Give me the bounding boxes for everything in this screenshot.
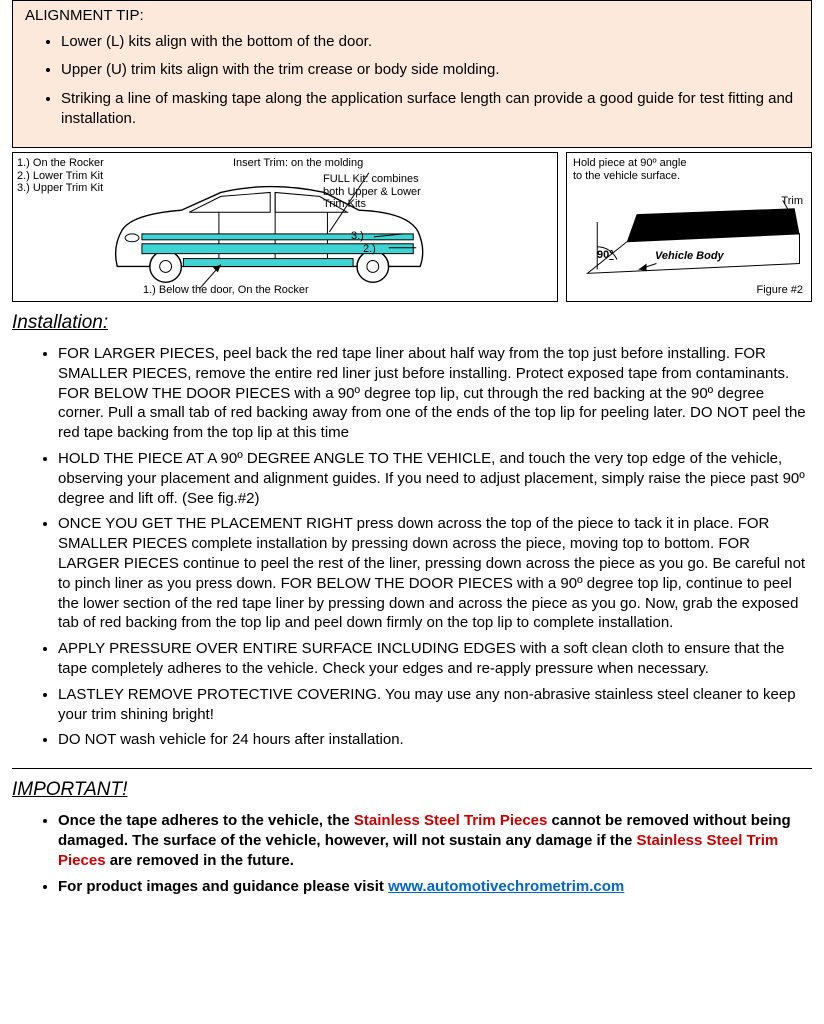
fig2-text2: to the vehicle surface.	[573, 170, 680, 183]
important-text: are removed in the future.	[106, 852, 294, 869]
fig1-legend-line: 1.) On the Rocker	[17, 157, 104, 170]
alignment-tip-box: ALIGNMENT TIP: Lower (L) kits align with…	[12, 0, 812, 148]
tip-item: Upper (U) trim kits align with the trim …	[61, 60, 799, 80]
install-item: HOLD THE PIECE AT A 90º DEGREE ANGLE TO …	[58, 449, 812, 508]
fig1-legend-line: 3.) Upper Trim Kit	[17, 182, 104, 195]
install-item: DO NOT wash vehicle for 24 hours after i…	[58, 730, 812, 750]
install-item: ONCE YOU GET THE PLACEMENT RIGHT press d…	[58, 514, 812, 633]
important-red-text: Stainless Steel Trim Pieces	[354, 812, 547, 829]
tip-title: ALIGNMENT TIP:	[25, 7, 799, 24]
tip-item: Lower (L) kits align with the bottom of …	[61, 32, 799, 52]
fig1-callout-2: 2.)	[363, 243, 376, 256]
install-item: APPLY PRESSURE OVER ENTIRE SURFACE INCLU…	[58, 639, 812, 679]
important-text: Once the tape adheres to the vehicle, th…	[58, 812, 354, 829]
important-item: For product images and guidance please v…	[58, 877, 812, 897]
important-list: Once the tape adheres to the vehicle, th…	[12, 811, 812, 896]
important-text: For product images and guidance please v…	[58, 878, 388, 895]
important-item: Once the tape adheres to the vehicle, th…	[58, 811, 812, 870]
install-item: FOR LARGER PIECES, peel back the red tap…	[58, 344, 812, 443]
fig2-text1: Hold piece at 90º angle	[573, 157, 687, 170]
figure-car-diagram: 1.) On the Rocker 2.) Lower Trim Kit 3.)…	[12, 152, 558, 302]
fig2-trim-label: Trim	[781, 195, 803, 208]
important-heading: IMPORTANT!	[12, 779, 812, 801]
fig1-fullkit-label: FULL Kit: combines both Upper & Lower Tr…	[323, 173, 443, 211]
installation-list: FOR LARGER PIECES, peel back the red tap…	[12, 344, 812, 750]
fig1-legend-line: 2.) Lower Trim Kit	[17, 170, 104, 183]
fig1-legend: 1.) On the Rocker 2.) Lower Trim Kit 3.)…	[17, 157, 104, 195]
fig1-top-label: Insert Trim: on the molding	[233, 157, 363, 170]
fig2-body-label: Vehicle Body	[655, 250, 724, 263]
fig2-caption: Figure #2	[757, 284, 803, 297]
fig1-callout-3: 3.)	[351, 230, 364, 243]
figures-row: 1.) On the Rocker 2.) Lower Trim Kit 3.)…	[12, 152, 812, 302]
tip-item: Striking a line of masking tape along th…	[61, 89, 799, 130]
tip-list: Lower (L) kits align with the bottom of …	[25, 32, 799, 129]
product-link[interactable]: www.automotivechrometrim.com	[388, 878, 624, 895]
install-item: LASTLEY REMOVE PROTECTIVE COVERING. You …	[58, 685, 812, 725]
divider	[12, 768, 812, 769]
figure-angle-diagram: Hold piece at 90º angle to the vehicle s…	[566, 152, 812, 302]
installation-heading: Installation:	[12, 312, 812, 334]
fig2-angle-label: 90°	[597, 249, 614, 262]
fig1-bottom-label: 1.) Below the door, On the Rocker	[143, 284, 309, 297]
